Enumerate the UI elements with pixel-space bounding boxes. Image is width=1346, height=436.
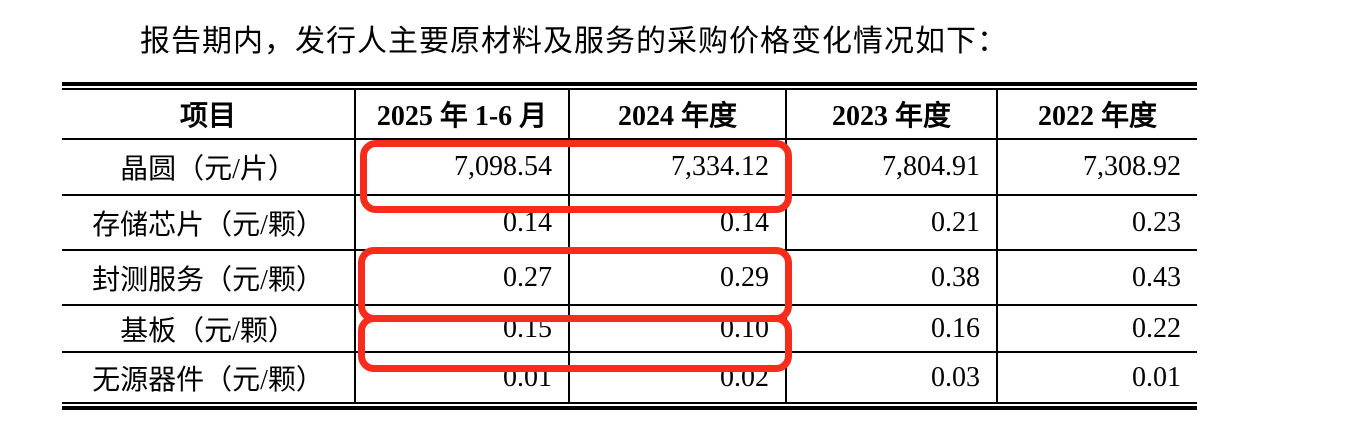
- column-header-item: 项目: [62, 90, 355, 140]
- row-label-cell: 基板（元/颗）: [62, 305, 355, 353]
- value-cell: 0.29: [568, 250, 786, 306]
- value-cell: 0.43: [996, 250, 1197, 306]
- table-row-substrate: 基板（元/颗） 0.15 0.10 0.16 0.22: [62, 305, 1197, 353]
- value-cell: 0.01: [996, 352, 1197, 402]
- table-bottom-thick-rule: [62, 406, 1197, 410]
- column-header-2025h1: 2025 年 1-6 月: [354, 90, 569, 140]
- row-label-cell: 无源器件（元/颗）: [92, 364, 324, 396]
- value-cell: 7,804.91: [785, 139, 997, 196]
- column-header-2023: 2023 年度: [785, 90, 997, 140]
- value-cell: 0.15: [354, 305, 569, 353]
- column-header-2022: 2022 年度: [996, 90, 1197, 140]
- table-top-thin-rule: [62, 88, 1197, 90]
- value-cell: 7,098.54: [354, 139, 569, 196]
- row-label-cell: 封测服务（元/颗）: [62, 250, 355, 306]
- value-cell: 0.01: [354, 352, 569, 402]
- value-cell: 0.10: [568, 305, 786, 353]
- value-cell: 0.22: [996, 305, 1197, 353]
- value-cell: 0.14: [354, 195, 569, 251]
- table-top-thick-rule: [62, 82, 1197, 86]
- value-cell: 0.21: [785, 195, 997, 251]
- value-cell: 0.03: [785, 352, 997, 402]
- column-header-2024: 2024 年度: [568, 90, 786, 140]
- value-cell: 7,334.12: [568, 139, 786, 196]
- value-cell: 0.23: [996, 195, 1197, 251]
- table-bottom-rule-gap: [62, 404, 1197, 406]
- value-cell: 7,308.92: [996, 139, 1197, 196]
- table-bottom-thin-rule: [62, 402, 1197, 404]
- value-cell: 0.38: [785, 250, 997, 306]
- row-label-cell: 晶圆（元/片）: [62, 139, 355, 196]
- value-cell: 0.14: [568, 195, 786, 251]
- header-row: 项目 2025 年 1-6 月 2024 年度 2023 年度 2022 年度: [62, 90, 1197, 140]
- value-cell: 0.02: [568, 352, 786, 402]
- table-row-memory-chip: 存储芯片（元/颗） 0.14 0.14 0.21 0.23: [62, 195, 1197, 251]
- procurement-price-table: 项目 2025 年 1-6 月 2024 年度 2023 年度 2022 年度 …: [62, 82, 1197, 410]
- row-label-cell: 存储芯片（元/颗）: [62, 195, 355, 251]
- table-row-passive-components: 无源器件（元/颗） 0.01 0.02 0.03 0.01: [62, 352, 1197, 402]
- value-cell: 0.16: [785, 305, 997, 353]
- intro-text: 报告期内，发行人主要原材料及服务的采购价格变化情况如下：: [140, 25, 1008, 58]
- price-table: 项目 2025 年 1-6 月 2024 年度 2023 年度 2022 年度 …: [62, 90, 1197, 402]
- value-cell: 0.27: [354, 250, 569, 306]
- table-row-packaging-testing: 封测服务（元/颗） 0.27 0.29 0.38 0.43: [62, 250, 1197, 306]
- table-row-wafer: 晶圆（元/片） 7,098.54 7,334.12 7,804.91 7,308…: [62, 139, 1197, 196]
- table-top-rule-gap: [62, 86, 1197, 88]
